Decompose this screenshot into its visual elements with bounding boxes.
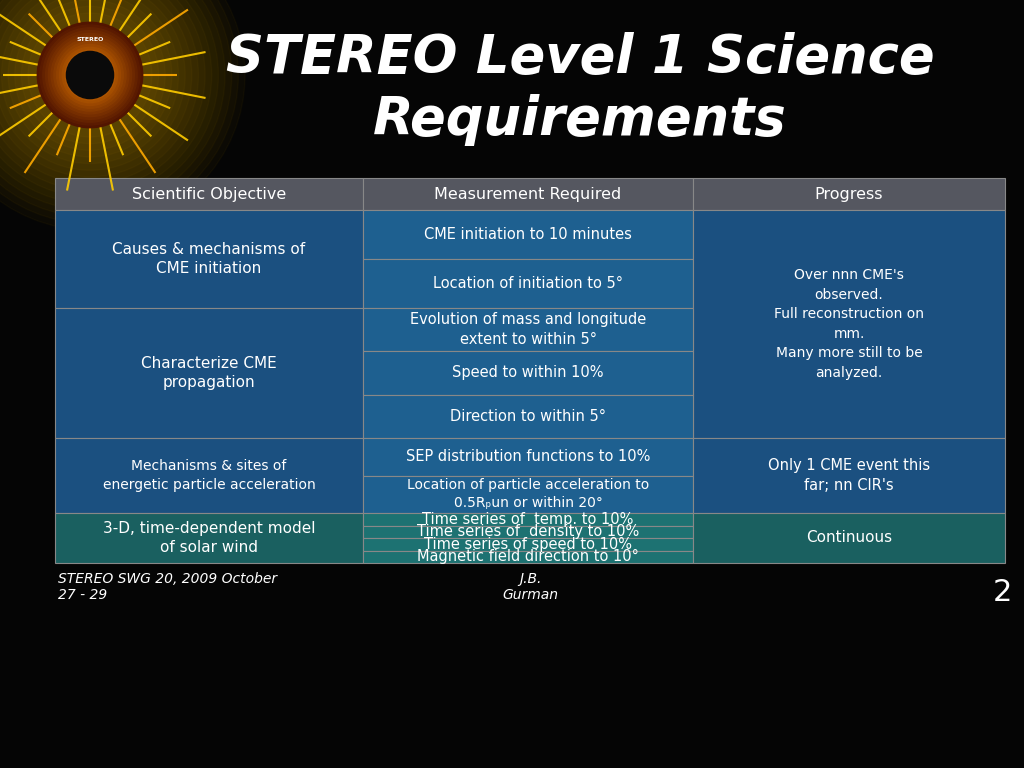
Bar [55,513,362,563]
Text: Over nnn CME's
observed.
Full reconstruction on
mm.
Many more still to be
analyz: Over nnn CME's observed. Full reconstruc… [774,268,924,379]
Text: Characterize CME
propagation: Characterize CME propagation [141,356,276,390]
Text: Time series of  density to 10%: Time series of density to 10% [417,525,639,539]
Bar [55,210,362,308]
Circle shape [74,58,106,91]
Text: Requirements: Requirements [373,94,786,146]
Circle shape [68,53,113,98]
Circle shape [67,51,114,98]
Text: Evolution of mass and longitude
extent to within 5°: Evolution of mass and longitude extent t… [410,313,646,347]
Circle shape [71,55,110,94]
Text: J.B.
Gurman: J.B. Gurman [502,572,558,602]
Text: CME initiation to 10 minutes: CME initiation to 10 minutes [424,227,632,242]
Bar [362,513,693,525]
Bar [693,210,1005,438]
Circle shape [59,45,121,105]
Circle shape [43,28,137,122]
Bar [362,308,693,351]
Bar [55,438,362,513]
Circle shape [40,25,140,125]
Text: Magnetic field direction to 10°: Magnetic field direction to 10° [417,549,639,564]
Bar [362,178,693,210]
Text: Time series of speed to 10%: Time series of speed to 10% [424,537,632,551]
Bar [362,259,693,308]
Bar [362,438,693,475]
Bar [693,513,1005,563]
Text: SEP distribution functions to 10%: SEP distribution functions to 10% [406,449,650,464]
Text: Only 1 CME event this
far; nn CIR's: Only 1 CME event this far; nn CIR's [768,458,930,493]
Text: Direction to within 5°: Direction to within 5° [450,409,606,424]
Text: 2: 2 [992,578,1012,607]
Text: Continuous: Continuous [806,531,892,545]
Bar [693,438,1005,513]
Bar [362,395,693,438]
Text: Progress: Progress [815,187,884,201]
Bar [362,538,693,551]
Circle shape [79,64,101,86]
Circle shape [82,67,98,83]
Text: Scientific Objective: Scientific Objective [132,187,286,201]
Circle shape [62,48,118,103]
Text: Location of particle acceleration to
0.5Rₚun or within 20°: Location of particle acceleration to 0.5… [407,478,649,511]
Circle shape [87,72,93,78]
Bar [55,308,362,438]
Circle shape [37,22,142,127]
Circle shape [56,41,123,108]
Text: STEREO: STEREO [77,37,103,41]
Circle shape [76,61,103,89]
Text: Location of initiation to 5°: Location of initiation to 5° [433,276,623,291]
Text: Causes & mechanisms of
CME initiation: Causes & mechanisms of CME initiation [113,242,305,276]
Text: Time series of  temp. to 10%: Time series of temp. to 10% [422,511,634,527]
Text: Mechanisms & sites of
energetic particle acceleration: Mechanisms & sites of energetic particle… [102,459,315,492]
Circle shape [48,33,132,117]
Bar [362,525,693,538]
Bar [362,210,693,259]
Circle shape [84,69,95,81]
Bar [693,178,1005,210]
Bar [362,551,693,563]
Bar [362,351,693,395]
Text: Measurement Required: Measurement Required [434,187,622,201]
Text: STEREO Level 1 Science: STEREO Level 1 Science [225,32,934,84]
Circle shape [46,31,134,119]
Circle shape [54,39,126,111]
Circle shape [66,50,115,100]
Bar [362,475,693,513]
Circle shape [51,36,129,114]
Text: Speed to within 10%: Speed to within 10% [453,366,604,380]
Bar [55,178,362,210]
Text: 3-D, time-dependent model
of solar wind: 3-D, time-dependent model of solar wind [102,521,315,555]
Text: STEREO SWG 20, 2009 October
27 - 29: STEREO SWG 20, 2009 October 27 - 29 [58,572,278,602]
